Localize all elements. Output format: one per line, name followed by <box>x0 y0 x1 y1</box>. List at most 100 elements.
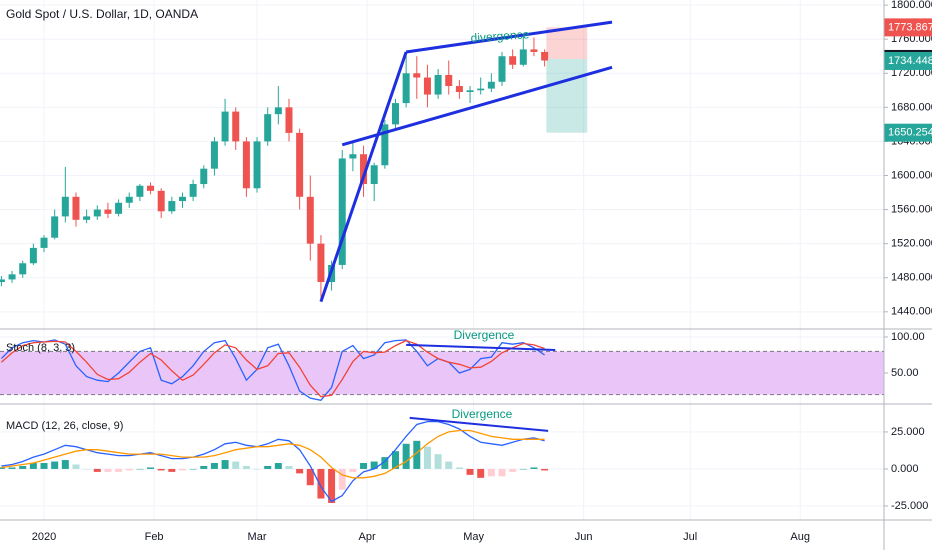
candle-body <box>104 209 112 214</box>
histogram-bar <box>72 464 80 469</box>
candle-body <box>519 49 527 65</box>
y-tick-label: 1720.000 <box>891 67 932 79</box>
histogram-bar <box>498 468 506 477</box>
candle-body <box>370 165 378 185</box>
candle-body <box>455 86 463 93</box>
indicator-line <box>1 420 545 503</box>
x-tick-label: Jul <box>683 531 697 543</box>
candle-body <box>381 124 389 166</box>
annotation: divergence <box>470 27 530 45</box>
candle-body <box>445 74 453 87</box>
histogram-bar <box>178 468 186 471</box>
histogram-bar <box>0 467 5 469</box>
candle-body <box>338 158 346 265</box>
histogram-bar <box>242 465 250 469</box>
histogram-bar <box>445 461 453 469</box>
candle-body <box>125 196 133 203</box>
y-tick-label: 1600.000 <box>891 169 932 181</box>
trendline <box>406 343 556 351</box>
histogram-bar <box>104 468 112 472</box>
candle-body <box>264 114 272 142</box>
candle-body <box>115 202 123 214</box>
histogram-bar <box>8 467 16 469</box>
histogram-bar <box>509 468 517 472</box>
candle-body <box>8 274 16 280</box>
histogram-bar <box>264 465 272 469</box>
candle-body <box>541 51 549 61</box>
candle-body <box>306 196 314 244</box>
candle-body <box>487 81 495 89</box>
x-tick-label: Feb <box>145 531 164 543</box>
histogram-bar <box>274 463 282 469</box>
histogram-bar <box>413 440 421 469</box>
histogram-bar <box>487 468 495 477</box>
trendline <box>405 20 613 54</box>
histogram-bar <box>381 457 389 469</box>
candle-body <box>360 154 368 185</box>
y-tick-label: 1560.000 <box>891 203 932 215</box>
candle-body <box>210 141 218 169</box>
histogram-bar <box>83 468 91 470</box>
histogram-bar <box>477 468 485 478</box>
histogram-bar <box>115 468 123 472</box>
y-tick-label: 100.00 <box>891 331 925 343</box>
histogram-bar <box>168 468 176 472</box>
candle-body <box>242 141 250 189</box>
histogram-bar <box>232 461 240 469</box>
histogram-bar <box>200 465 208 469</box>
candle-body <box>391 103 399 125</box>
candle-body <box>72 196 80 220</box>
histogram-bar <box>391 451 399 469</box>
histogram-bar <box>285 465 293 469</box>
candle-body <box>168 201 176 212</box>
candle-body <box>253 141 261 189</box>
y-tick-label: 1680.000 <box>891 101 932 113</box>
histogram-bar <box>455 467 463 469</box>
candle-body <box>317 243 325 282</box>
histogram-bar <box>147 467 155 469</box>
histogram-bar <box>423 446 431 469</box>
candle-body <box>83 216 91 220</box>
x-tick-label: Mar <box>248 531 267 543</box>
y-tick-label: 1520.000 <box>891 238 932 250</box>
histogram-bar <box>317 468 325 499</box>
histogram-bar <box>306 468 314 486</box>
histogram-bar <box>338 468 346 490</box>
candle-body <box>530 49 538 52</box>
candle-body <box>423 77 431 95</box>
candle-body <box>93 209 101 217</box>
indicator-line <box>1 429 545 479</box>
histogram-bar <box>221 460 229 469</box>
histogram-bar <box>189 468 197 470</box>
candle-body <box>147 185 155 191</box>
candle-body <box>296 132 304 197</box>
histogram-bar <box>349 468 357 472</box>
price-label-box <box>884 51 932 70</box>
y-tick-label: 0.000 <box>891 463 919 475</box>
candle-body <box>509 56 517 65</box>
x-tick-label: Jun <box>575 531 593 543</box>
y-tick-label: 1800.000 <box>891 0 932 11</box>
histogram-bar <box>370 461 378 469</box>
pane-title: Stoch (8, 3, 3) <box>6 342 75 354</box>
histogram-bar <box>29 463 37 469</box>
histogram-bar <box>19 465 27 469</box>
candle-body <box>434 74 442 95</box>
candle-body <box>157 190 165 212</box>
y-tick-label: 25.000 <box>891 426 925 438</box>
histogram-bar <box>466 468 474 475</box>
histogram-bar <box>296 468 304 474</box>
histogram-bar <box>51 461 59 469</box>
candle-body <box>29 247 37 264</box>
indicator-line <box>0 339 545 402</box>
price-label-box <box>884 18 932 37</box>
candle-body <box>51 216 59 238</box>
histogram-bar <box>328 468 336 503</box>
candle-body <box>136 185 144 197</box>
y-tick-label: 50.00 <box>891 367 919 379</box>
histogram-bar <box>434 454 442 469</box>
candle-body <box>61 196 69 217</box>
chart-title: Gold Spot / U.S. Dollar, 1D, OANDA <box>6 7 198 21</box>
candle-body <box>477 88 485 91</box>
